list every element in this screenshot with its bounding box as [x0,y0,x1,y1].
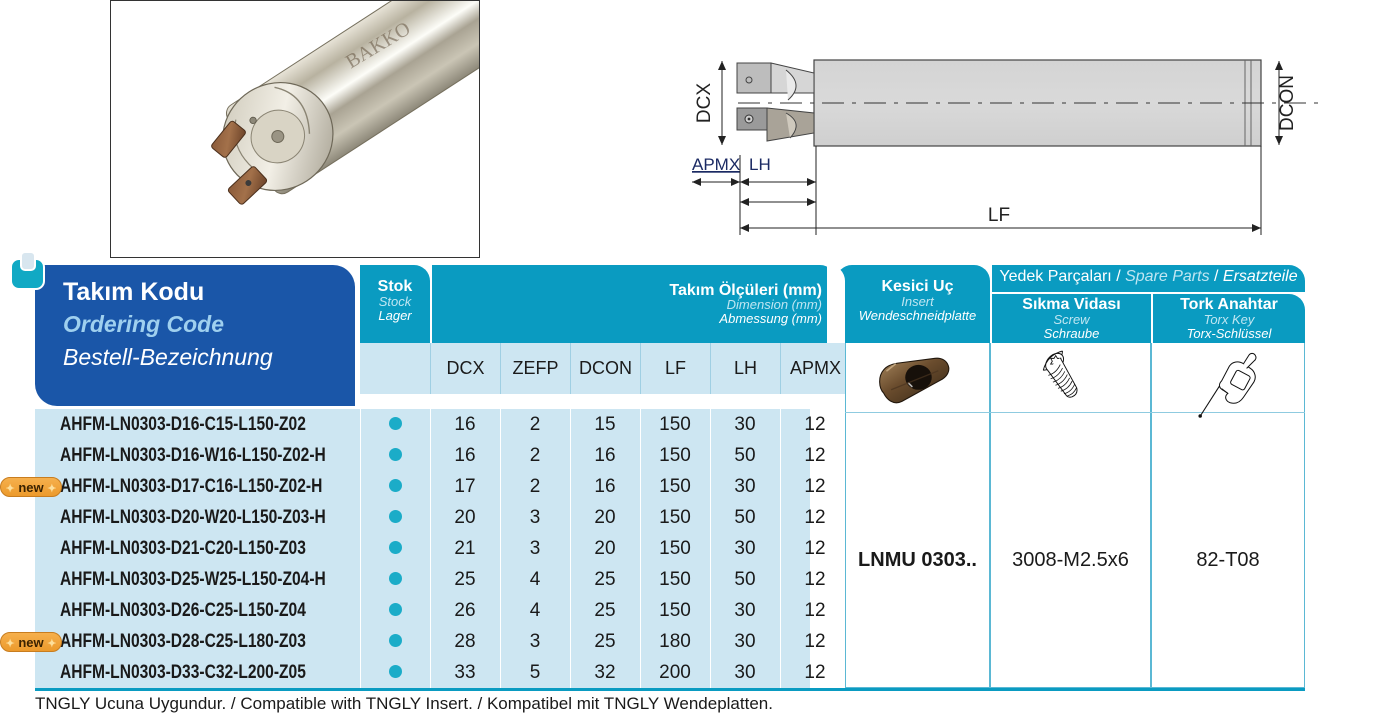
svg-text:DCON: DCON [1277,75,1298,131]
svg-text:LH: LH [749,155,771,174]
svg-text:APMX: APMX [692,155,740,174]
svg-text:DCX: DCX [694,83,715,123]
svg-text:LF: LF [988,205,1010,226]
